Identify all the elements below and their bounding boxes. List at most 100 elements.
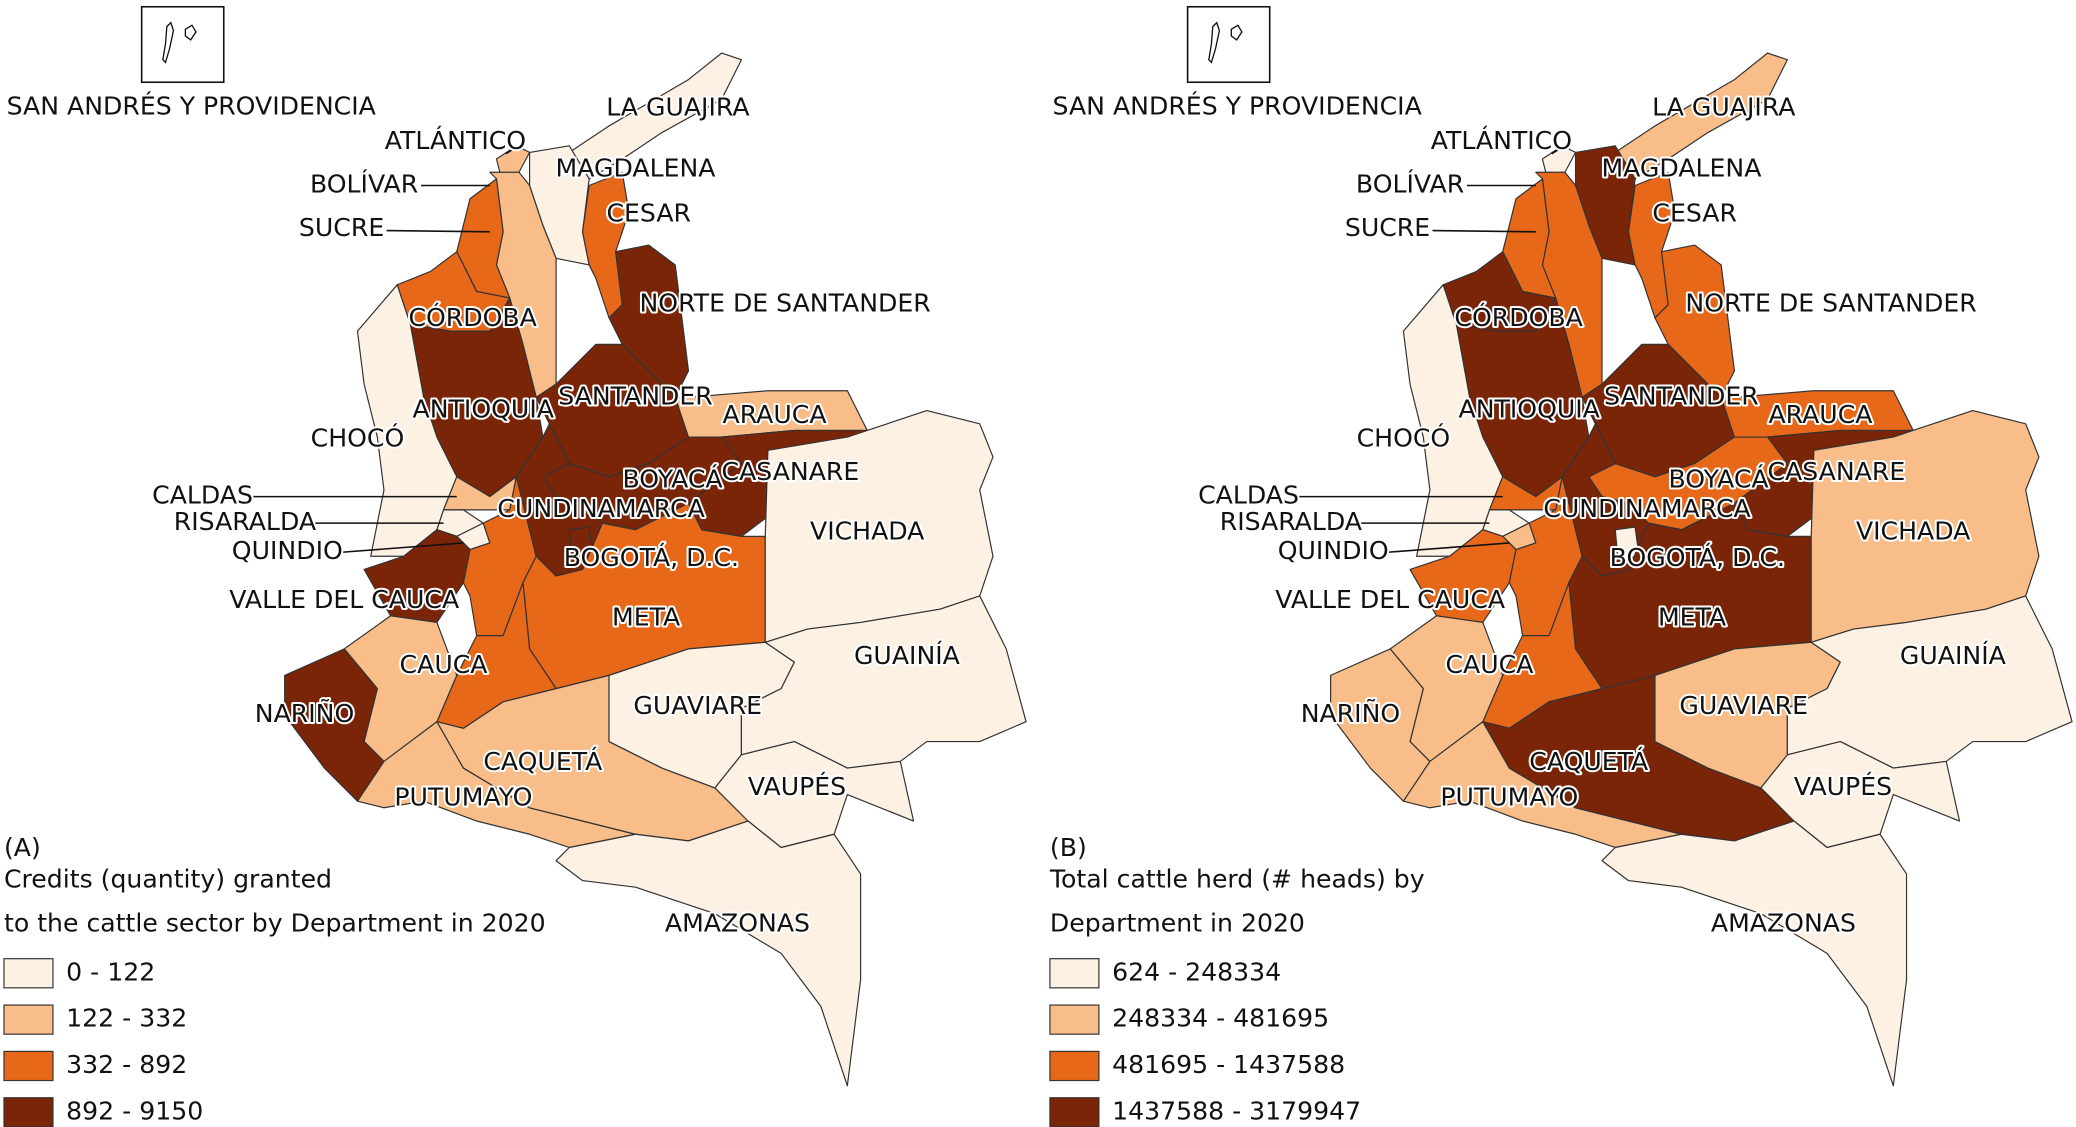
map-panel: SAN ANDRÉS Y PROVIDENCIA LA GUAJIRA ATLÁNT… [1049, 5, 2073, 1127]
department-label: CAUCA [400, 650, 488, 679]
legend-label: 1437588 - 3179947 [1112, 1096, 1361, 1125]
legend-title: Credits (quantity) granted [4, 865, 332, 894]
department-label: CÓRDOBA [408, 302, 536, 332]
department-label: CASANARE [1767, 457, 1905, 486]
department-label: CAQUETÁ [483, 747, 602, 776]
department [1614, 52, 1788, 180]
department [1760, 740, 1961, 849]
legend-title: to the cattle sector by Department in 20… [4, 908, 546, 937]
map-panel: SAN ANDRÉS Y PROVIDENCIA LA GUAJIRA ATLÁNT… [3, 5, 1027, 1127]
department-label: VICHADA [810, 516, 924, 545]
leader-line [1432, 229, 1536, 233]
department-label: PUTUMAYO [1440, 783, 1578, 812]
legend-title: Department in 2020 [1050, 908, 1305, 937]
department-label: ARAUCA [723, 400, 827, 429]
department [555, 820, 862, 1087]
department-label: BOGOTÁ, D.C. [564, 543, 739, 572]
legend-label: 481695 - 1437588 [1112, 1050, 1345, 1079]
department-label: GUAVIARE [1679, 691, 1808, 720]
department-label: CESAR [1652, 199, 1737, 228]
department-label: CAQUETÁ [1529, 747, 1648, 776]
department-label: CHOCÓ [311, 423, 405, 453]
department-label: CESAR [606, 199, 691, 228]
department-label: AMAZONAS [665, 908, 810, 937]
department-label: NARIÑO [1301, 698, 1400, 728]
department-label: ANTIOQUIA [413, 395, 554, 424]
department-label: ATLÁNTICO [385, 126, 526, 155]
inset-label: SAN ANDRÉS Y PROVIDENCIA [1053, 91, 1422, 120]
leader-line [1551, 141, 1572, 155]
department-label: META [612, 602, 680, 631]
legend-title: Total cattle herd (# heads) by [1049, 865, 1425, 894]
leader-line [1387, 542, 1510, 554]
department-label: SUCRE [1345, 213, 1430, 242]
department-label: CALDAS [152, 481, 253, 510]
leader-line [341, 542, 464, 554]
department-label: ATLÁNTICO [1431, 126, 1572, 155]
department-label: SANTANDER [558, 381, 713, 410]
department-label: AMAZONAS [1711, 908, 1856, 937]
department-label: NORTE DE SANTANDER [639, 289, 930, 318]
department-label: LA GUAJIRA [606, 93, 749, 122]
department-label: CHOCÓ [1357, 423, 1451, 453]
department-label: MAGDALENA [556, 154, 716, 183]
department-label: QUINDIO [1278, 536, 1389, 565]
department-label: RISARALDA [174, 507, 316, 536]
inset-box [1186, 5, 1271, 84]
legend-swatch [3, 1097, 54, 1127]
department-label: MAGDALENA [1601, 154, 1761, 183]
department-label: QUINDIO [232, 536, 343, 565]
legend-swatch [3, 1004, 54, 1035]
panel-label: (A) [4, 833, 41, 862]
inset-box [140, 5, 225, 84]
department-label: CÓRDOBA [1454, 302, 1582, 332]
department-label: NARIÑO [255, 698, 354, 728]
department-label: CUNDINAMARCA [497, 494, 704, 523]
panel-label: (B) [1050, 833, 1087, 862]
department [740, 595, 1027, 769]
leader-line [386, 229, 490, 233]
legend-swatch [1049, 1050, 1100, 1082]
department-label: BOGOTÁ, D.C. [1610, 543, 1785, 572]
department-label: CUNDINAMARCA [1543, 494, 1750, 523]
department-label: VICHADA [1856, 516, 1970, 545]
legend-swatch [3, 1050, 54, 1082]
department-label: SANTANDER [1604, 381, 1759, 410]
department-label: VALLE DEL CAUCA [229, 585, 459, 614]
inset-islands [162, 21, 197, 64]
legend-swatch [1049, 1004, 1100, 1035]
legend-label: 624 - 248334 [1112, 957, 1281, 986]
department [714, 740, 915, 849]
department-label: BOYACÁ [1668, 465, 1768, 494]
department [1786, 595, 2073, 769]
department-label: ARAUCA [1768, 400, 1872, 429]
department-label: PUTUMAYO [394, 783, 532, 812]
department-label: CALDAS [1198, 481, 1299, 510]
inset-islands [1208, 21, 1243, 64]
department-label: BOLÍVAR [1356, 170, 1464, 199]
department-label: VAUPÉS [748, 772, 846, 801]
department-label: BOYACÁ [623, 465, 723, 494]
department-label: GUAINÍA [1900, 641, 2006, 670]
inset-label: SAN ANDRÉS Y PROVIDENCIA [7, 91, 376, 120]
department-label: ANTIOQUIA [1459, 395, 1600, 424]
department [568, 52, 743, 180]
legend-label: 0 - 122 [66, 957, 155, 986]
legend-label: 122 - 332 [66, 1004, 187, 1033]
department-label: GUAVIARE [633, 691, 762, 720]
department-label: LA GUAJIRA [1652, 93, 1795, 122]
department-label: GUAINÍA [854, 641, 960, 670]
leader-line [505, 141, 527, 155]
department-label: VAUPÉS [1794, 772, 1892, 801]
legend-swatch [3, 958, 54, 989]
legend-label: 892 - 9150 [66, 1096, 203, 1125]
department-label: VALLE DEL CAUCA [1275, 585, 1505, 614]
legend-swatch [1049, 1097, 1100, 1127]
department [1601, 820, 1908, 1087]
department-label: META [1658, 602, 1726, 631]
department-label: BOLÍVAR [310, 170, 418, 199]
legend-label: 248334 - 481695 [1112, 1004, 1329, 1033]
department-label: SUCRE [299, 213, 384, 242]
